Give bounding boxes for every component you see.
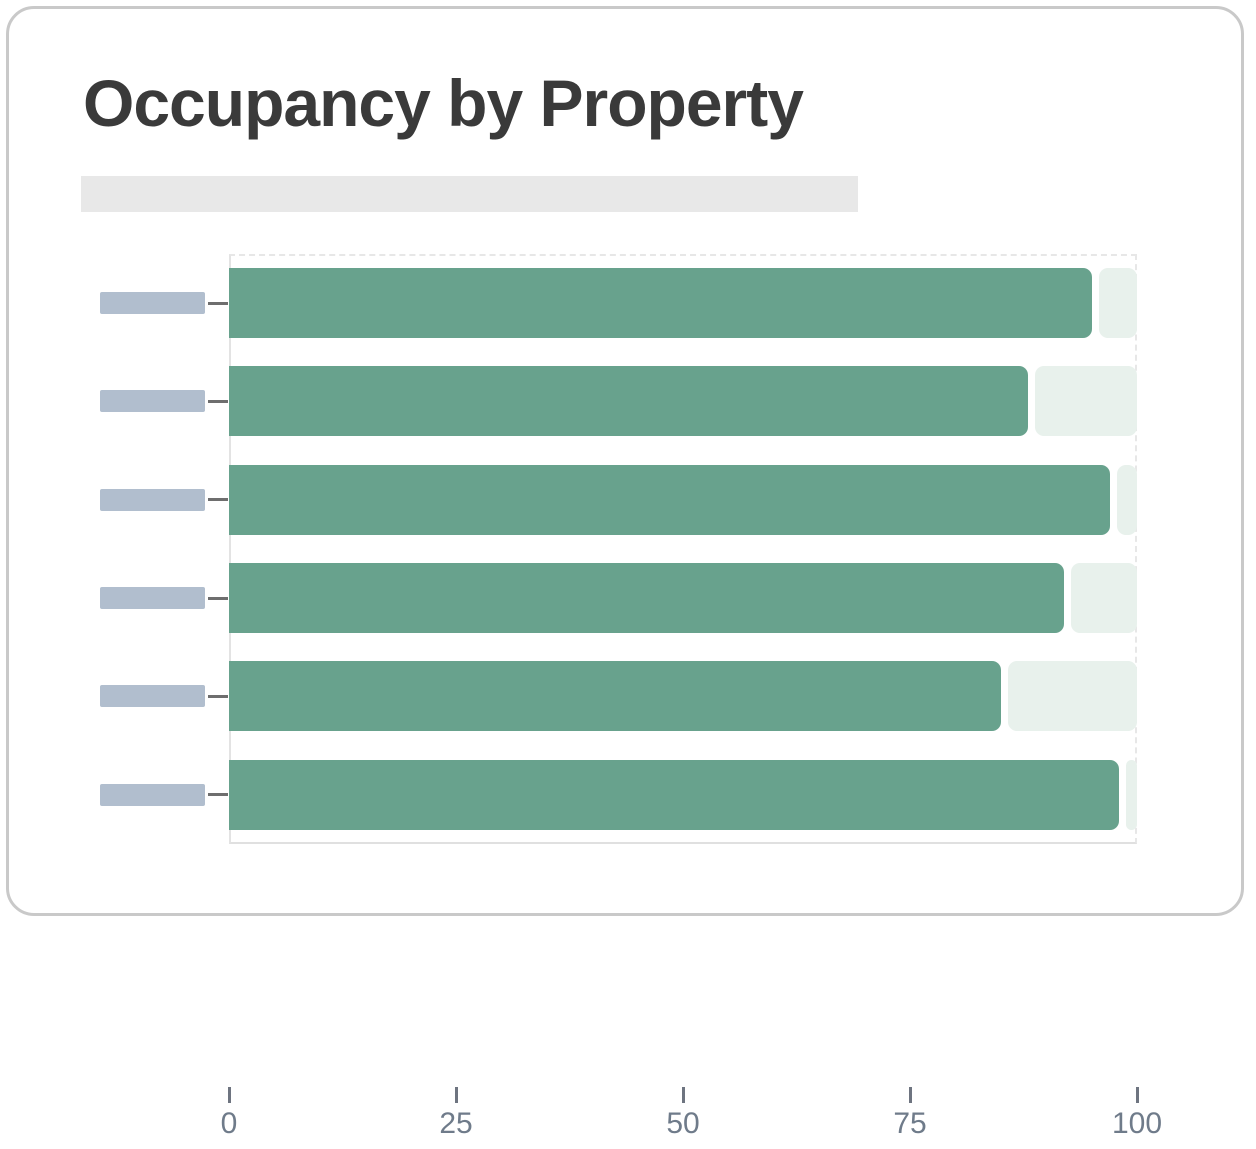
bar-fill bbox=[229, 268, 1092, 339]
bar-track bbox=[229, 268, 1137, 339]
y-tick-mark bbox=[208, 399, 228, 403]
chart-title: Occupancy by Property bbox=[83, 66, 804, 140]
bar-fill bbox=[229, 661, 1001, 732]
y-label-skeleton bbox=[100, 685, 205, 708]
y-label-skeleton bbox=[100, 783, 205, 806]
x-tick-label: 100 bbox=[1111, 1107, 1163, 1140]
occupancy-bar-chart: 0 25 50 75 100 bbox=[9, 254, 1247, 1140]
y-label-skeleton bbox=[100, 587, 205, 610]
x-tick-mark bbox=[909, 1087, 912, 1103]
y-tick-mark bbox=[208, 596, 228, 600]
y-tick-mark bbox=[208, 498, 228, 502]
y-tick-mark bbox=[208, 793, 228, 797]
subtitle-skeleton-bar bbox=[81, 176, 858, 212]
bar-row bbox=[9, 254, 1137, 352]
y-label-skeleton bbox=[100, 488, 205, 511]
bar-row bbox=[9, 352, 1137, 450]
bar-fill bbox=[229, 464, 1110, 535]
bar-remainder bbox=[1098, 268, 1137, 339]
x-tick-label: 0 bbox=[220, 1107, 238, 1140]
bar-row bbox=[9, 647, 1137, 745]
y-tick-mark bbox=[208, 301, 228, 305]
bar-track bbox=[229, 464, 1137, 535]
bar-rows bbox=[9, 254, 1137, 844]
bar-row bbox=[9, 451, 1137, 549]
x-tick-label: 50 bbox=[666, 1107, 700, 1140]
bar-fill bbox=[229, 366, 1029, 437]
y-label-skeleton bbox=[100, 292, 205, 315]
x-tick-mark bbox=[455, 1087, 458, 1103]
bar-fill bbox=[229, 759, 1119, 830]
x-axis: 0 25 50 75 100 bbox=[221, 1087, 1162, 1149]
x-tick-mark bbox=[228, 1087, 231, 1103]
x-tick-label: 25 bbox=[439, 1107, 473, 1140]
dashboard-card: Occupancy by Property 0 25 50 75 100 bbox=[6, 6, 1247, 1140]
bar-track bbox=[229, 563, 1137, 634]
bar-fill bbox=[229, 563, 1065, 634]
bar-row bbox=[9, 549, 1137, 647]
bar-row bbox=[9, 746, 1137, 844]
bar-track bbox=[229, 759, 1137, 830]
plot-area-border bbox=[229, 254, 1137, 844]
x-tick-mark bbox=[1136, 1087, 1139, 1103]
y-tick-mark bbox=[208, 694, 228, 698]
bar-remainder bbox=[1007, 661, 1137, 732]
x-tick-mark bbox=[682, 1087, 685, 1103]
bar-track bbox=[229, 366, 1137, 437]
y-label-skeleton bbox=[100, 390, 205, 413]
bar-remainder bbox=[1125, 759, 1137, 830]
bar-remainder bbox=[1035, 366, 1137, 437]
bar-remainder bbox=[1071, 563, 1137, 634]
bar-track bbox=[229, 661, 1137, 732]
x-tick-label: 75 bbox=[893, 1107, 927, 1140]
bar-remainder bbox=[1116, 464, 1137, 535]
